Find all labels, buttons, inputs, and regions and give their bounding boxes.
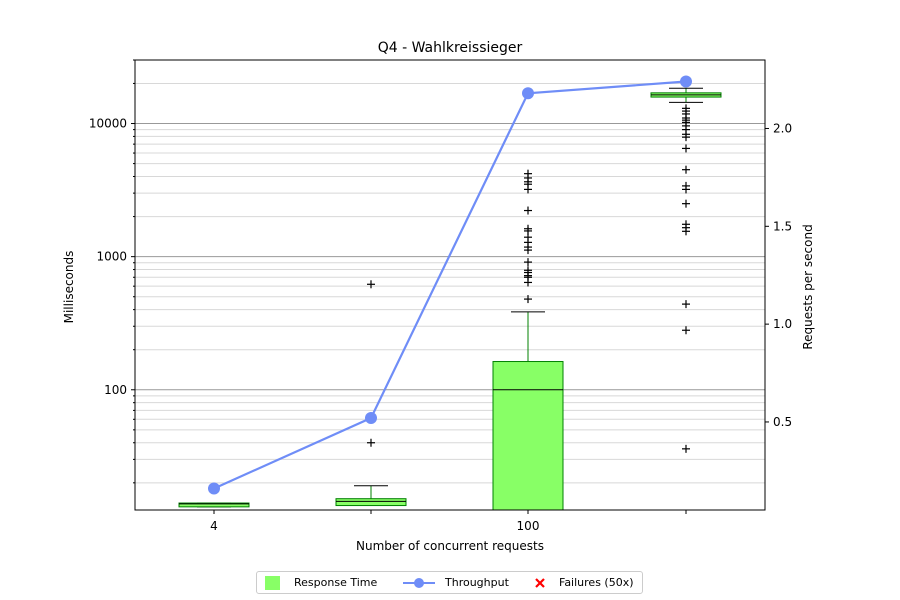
y-right-tick-label: 2.0 [773, 121, 792, 135]
y-right-tick-label: 1.0 [773, 317, 792, 331]
y-right-tick-label: 1.5 [773, 219, 792, 233]
response-time-box [492, 361, 564, 511]
y-axis-label-right: Requests per second [801, 224, 815, 349]
outlier-marker [524, 169, 532, 178]
outlier-marker [524, 295, 532, 304]
response-time-box [335, 498, 407, 507]
legend-item-throughput: Throughput [403, 572, 509, 593]
throughput-point [680, 75, 692, 88]
x-axis-label: Number of concurrent requests [356, 539, 544, 553]
outlier-marker [524, 206, 532, 215]
y-left-tick-label: 100 [104, 383, 127, 397]
axes: 100 1000 10000 0.5 1.0 1.5 2.0 4 100 [89, 59, 792, 533]
outlier-marker [682, 144, 690, 153]
throughput-point [208, 482, 220, 495]
throughput-series [208, 75, 692, 495]
grid-lines [135, 59, 765, 484]
outlier-marker [367, 280, 375, 289]
throughput-line-icon [403, 577, 435, 588]
legend-item-response-time: Response Time [265, 572, 377, 593]
outlier-marker [682, 300, 690, 309]
outlier-marker [682, 444, 690, 453]
throughput-point [365, 412, 377, 425]
response-time-box [178, 502, 250, 508]
legend-label-failures: Failures (50x) [559, 576, 634, 589]
outlier-marker [682, 220, 690, 229]
throughput-point [522, 87, 534, 100]
response-time-boxes [178, 87, 722, 511]
outlier-marker [682, 165, 690, 174]
x-tick-label: 4 [210, 519, 218, 533]
legend-label-throughput: Throughput [445, 576, 509, 589]
outlier-marker [682, 104, 690, 113]
x-tick-label: 100 [517, 519, 540, 533]
chart-title: Q4 - Wahlkreissieger [378, 40, 523, 56]
outlier-marker [524, 258, 532, 267]
y-left-tick-label: 10000 [89, 117, 127, 131]
plot-frame [134, 59, 766, 511]
legend-label-response-time: Response Time [294, 576, 378, 589]
outlier-marker [682, 326, 690, 335]
legend-item-failures: Failures (50x) [533, 572, 634, 593]
outlier-marker [682, 181, 690, 190]
y-right-tick-label: 0.5 [773, 415, 792, 429]
outlier-marker [682, 199, 690, 208]
outlier-marker [524, 266, 532, 275]
outlier-marker [367, 438, 375, 447]
response-time-swatch [265, 575, 280, 590]
outlier-marker [524, 224, 532, 233]
legend: Response Time Throughput Failures (50x) [256, 571, 643, 594]
throughput-line [213, 80, 687, 490]
failures-x-icon [535, 577, 545, 588]
y-axis-label-left: Milliseconds [62, 251, 76, 324]
y-left-tick-label: 1000 [96, 250, 127, 264]
